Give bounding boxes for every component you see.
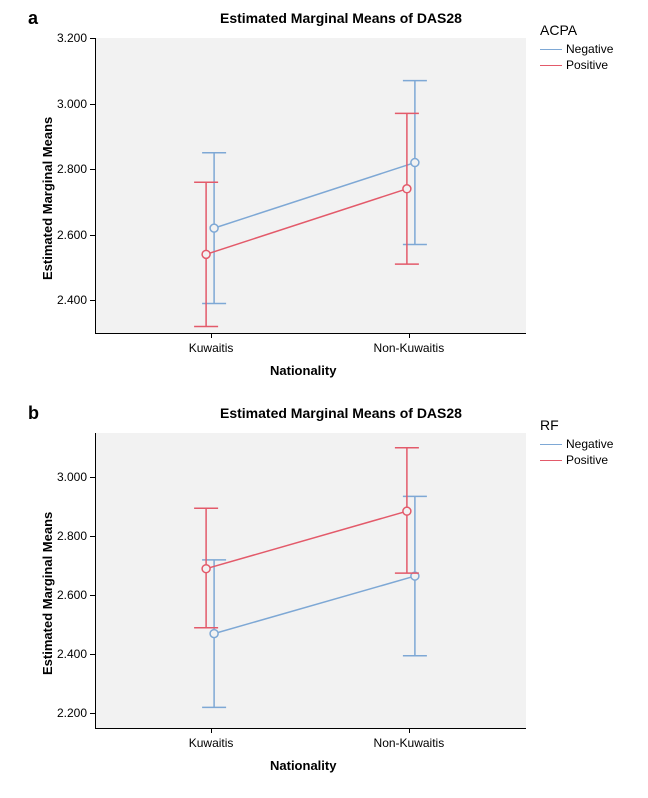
legend-label: Negative — [566, 42, 613, 56]
y-tick-label: 2.200 — [57, 706, 87, 720]
x-tick-label: Non-Kuwaitis — [364, 341, 454, 355]
y-axis-label: Estimated Marginal Means — [40, 512, 55, 675]
x-tick-mark — [409, 728, 410, 733]
figure-root: a Estimated Marginal Means of DAS28 ACPA Ne… — [0, 0, 648, 794]
x-tick-label: Non-Kuwaitis — [364, 736, 454, 750]
legend-label: Positive — [566, 58, 608, 72]
x-axis-label: Nationality — [270, 758, 336, 773]
legend-title: RF — [540, 417, 559, 433]
legend-item: Positive — [540, 58, 608, 72]
legend-swatch — [540, 444, 562, 445]
y-tick-label: 2.600 — [57, 588, 87, 602]
legend-label: Negative — [566, 437, 613, 451]
series-line — [206, 511, 407, 569]
x-tick-mark — [409, 333, 410, 338]
y-tick-label: 2.800 — [57, 529, 87, 543]
x-tick-label: Kuwaitis — [166, 341, 256, 355]
legend-item: Negative — [540, 42, 613, 56]
series-line — [214, 576, 415, 634]
legend-swatch — [540, 65, 562, 66]
y-tick-label: 3.000 — [57, 470, 87, 484]
y-tick-label: 2.800 — [57, 162, 87, 176]
data-marker — [210, 224, 218, 232]
chart-svg — [95, 38, 525, 333]
x-tick-mark — [211, 728, 212, 733]
legend-swatch — [540, 49, 562, 50]
data-marker — [202, 565, 210, 573]
data-marker — [202, 250, 210, 258]
data-marker — [411, 159, 419, 167]
legend-item: Positive — [540, 453, 608, 467]
panel-title: Estimated Marginal Means of DAS28 — [220, 405, 462, 421]
legend-label: Positive — [566, 453, 608, 467]
panel-a: a Estimated Marginal Means of DAS28 ACPA Ne… — [0, 0, 648, 403]
y-axis-label: Estimated Marginal Means — [40, 117, 55, 280]
x-tick-label: Kuwaitis — [166, 736, 256, 750]
panel-label-a: a — [28, 8, 38, 29]
panel-b: b Estimated Marginal Means of DAS28 RF Nega… — [0, 395, 648, 798]
y-tick-label: 2.400 — [57, 647, 87, 661]
data-marker — [403, 507, 411, 515]
panel-label-b: b — [28, 403, 39, 424]
x-axis-label: Nationality — [270, 363, 336, 378]
y-tick-label: 2.400 — [57, 293, 87, 307]
legend-item: Negative — [540, 437, 613, 451]
y-tick-label: 3.000 — [57, 97, 87, 111]
data-marker — [210, 630, 218, 638]
data-marker — [403, 185, 411, 193]
x-tick-mark — [211, 333, 212, 338]
chart-svg — [95, 433, 525, 728]
y-tick-label: 3.200 — [57, 31, 87, 45]
y-tick-label: 2.600 — [57, 228, 87, 242]
legend-title: ACPA — [540, 22, 577, 38]
legend-swatch — [540, 460, 562, 461]
panel-title: Estimated Marginal Means of DAS28 — [220, 10, 462, 26]
